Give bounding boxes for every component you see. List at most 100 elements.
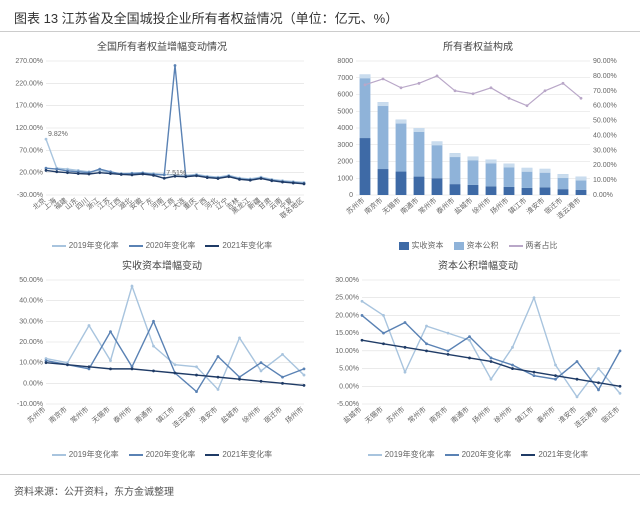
svg-text:20.00%: 20.00% [19, 339, 43, 346]
svg-text:南京市: 南京市 [47, 405, 69, 425]
svg-text:镇江市: 镇江市 [506, 196, 528, 216]
chart-tr-legend: 实收资本资本公积 两者占比 [324, 240, 632, 251]
svg-text:苏州市: 苏州市 [344, 196, 366, 216]
svg-text:7.51%: 7.51% [166, 170, 186, 177]
svg-text:220.00%: 220.00% [15, 80, 43, 87]
legend-label: 2020年变化率 [462, 449, 512, 460]
legend-swatch [52, 245, 66, 247]
chart-tr-title: 所有者权益构成 [324, 38, 632, 53]
legend-item: 2021年变化率 [205, 449, 272, 460]
legend-label: 2019年变化率 [69, 449, 119, 460]
legend-item: 2019年变化率 [368, 449, 435, 460]
chart-br-svg: -5.00%0.00%5.00%10.00%15.00%20.00%25.00%… [324, 274, 628, 442]
svg-text:20.00%: 20.00% [593, 162, 617, 169]
svg-text:南京市: 南京市 [427, 405, 449, 425]
legend-swatch [509, 245, 523, 247]
svg-text:30.00%: 30.00% [335, 277, 359, 284]
svg-text:泰州市: 泰州市 [535, 405, 557, 425]
svg-text:无锡市: 无锡市 [380, 196, 402, 216]
chart-tl-svg: -30.00%20.00%70.00%120.00%170.00%220.00%… [8, 55, 312, 233]
legend-item: 2020年变化率 [129, 449, 196, 460]
chart-bottom-right: 资本公积增幅变动 -5.00%0.00%5.00%10.00%15.00%20.… [324, 255, 632, 470]
legend-label: 实收资本 [412, 240, 444, 251]
legend-item: 资本公积 [454, 240, 499, 251]
svg-text:6000: 6000 [337, 92, 353, 99]
svg-text:-30.00%: -30.00% [17, 192, 43, 199]
svg-text:25.00%: 25.00% [335, 295, 359, 302]
svg-text:70.00%: 70.00% [19, 147, 43, 154]
svg-text:5000: 5000 [337, 108, 353, 115]
svg-text:南京市: 南京市 [362, 196, 384, 216]
svg-text:70.00%: 70.00% [593, 88, 617, 95]
svg-text:10.00%: 10.00% [19, 360, 43, 367]
svg-text:5.00%: 5.00% [339, 366, 359, 373]
svg-text:宿迁市: 宿迁市 [599, 405, 621, 425]
svg-text:0.00%: 0.00% [23, 380, 43, 387]
svg-text:连云港市: 连云港市 [171, 405, 198, 430]
svg-text:40.00%: 40.00% [19, 298, 43, 305]
svg-text:无锡市: 无锡市 [90, 405, 112, 425]
charts-grid: 全国所有者权益增幅变动情况 -30.00%20.00%70.00%120.00%… [0, 36, 640, 470]
svg-text:20.00%: 20.00% [19, 170, 43, 177]
legend-swatch [445, 454, 459, 456]
legend-item: 两者占比 [509, 240, 558, 251]
svg-text:南通市: 南通市 [398, 196, 420, 216]
svg-text:泰州市: 泰州市 [111, 405, 133, 425]
chart-br-title: 资本公积增幅变动 [324, 257, 632, 272]
svg-text:常州市: 常州市 [68, 405, 90, 425]
chart-tl-title: 全国所有者权益增幅变动情况 [8, 38, 316, 53]
legend-item: 实收资本 [399, 240, 444, 251]
svg-text:无锡市: 无锡市 [363, 405, 385, 425]
svg-text:40.00%: 40.00% [593, 132, 617, 139]
svg-text:0: 0 [349, 192, 353, 199]
svg-text:-5.00%: -5.00% [337, 401, 359, 408]
svg-text:扬州市: 扬州市 [488, 196, 510, 216]
svg-text:淮安市: 淮安市 [197, 405, 219, 425]
chart-tl-legend: 2019年变化率2020年变化率2021年变化率 [8, 240, 316, 251]
svg-text:南通市: 南通市 [133, 405, 155, 425]
svg-text:4000: 4000 [337, 125, 353, 132]
svg-text:50.00%: 50.00% [593, 118, 617, 125]
figure-title: 图表 13 江苏省及全国城投企业所有者权益情况（单位：亿元、%） [0, 0, 640, 31]
legend-label: 2019年变化率 [385, 449, 435, 460]
svg-text:扬州市: 扬州市 [470, 405, 492, 425]
legend-swatch [205, 454, 219, 456]
svg-text:盐城市: 盐城市 [219, 405, 241, 425]
chart-bl-legend: 2019年变化率 2020年变化率 2021年变化率 [8, 449, 316, 460]
svg-text:镇江市: 镇江市 [513, 405, 535, 425]
svg-text:3000: 3000 [337, 142, 353, 149]
legend-swatch [368, 454, 382, 456]
svg-text:30.00%: 30.00% [19, 318, 43, 325]
svg-text:2000: 2000 [337, 159, 353, 166]
svg-text:0.00%: 0.00% [339, 383, 359, 390]
legend-label: 2020年变化率 [146, 449, 196, 460]
svg-text:1000: 1000 [337, 175, 353, 182]
legend-swatch [52, 454, 66, 456]
chart-top-right: 所有者权益构成 01000200030004000500060007000800… [324, 36, 632, 251]
svg-text:80.00%: 80.00% [593, 73, 617, 80]
legend-item: 2019年变化率 [52, 240, 119, 251]
legend-swatch [205, 245, 219, 247]
chart-br-legend: 2019年变化率 2020年变化率 2021年变化率 [324, 449, 632, 460]
svg-text:淮安市: 淮安市 [524, 196, 546, 216]
chart-bottom-left: 实收资本增幅变动 -10.00%0.00%10.00%20.00%30.00%4… [8, 255, 316, 470]
svg-text:170.00%: 170.00% [15, 103, 43, 110]
chart-tr-svg: 0100020003000400050006000700080000.00%10… [324, 55, 628, 233]
legend-item: 2019年变化率 [52, 449, 119, 460]
svg-text:扬州市: 扬州市 [283, 405, 305, 425]
svg-text:0.00%: 0.00% [593, 192, 613, 199]
svg-text:徐州市: 徐州市 [240, 405, 262, 425]
svg-text:8000: 8000 [337, 58, 353, 65]
legend-item: 2020年变化率 [129, 240, 196, 251]
chart-top-left: 全国所有者权益增幅变动情况 -30.00%20.00%70.00%120.00%… [8, 36, 316, 251]
legend-swatch [129, 245, 143, 247]
svg-text:10.00%: 10.00% [335, 348, 359, 355]
legend-label: 两者占比 [526, 240, 558, 251]
svg-text:泰州市: 泰州市 [434, 196, 456, 216]
legend-label: 2019年变化率 [69, 240, 119, 251]
svg-text:90.00%: 90.00% [593, 58, 617, 65]
svg-text:南通市: 南通市 [449, 405, 471, 425]
svg-text:徐州市: 徐州市 [470, 196, 492, 216]
legend-swatch [129, 454, 143, 456]
legend-label: 2021年变化率 [538, 449, 588, 460]
